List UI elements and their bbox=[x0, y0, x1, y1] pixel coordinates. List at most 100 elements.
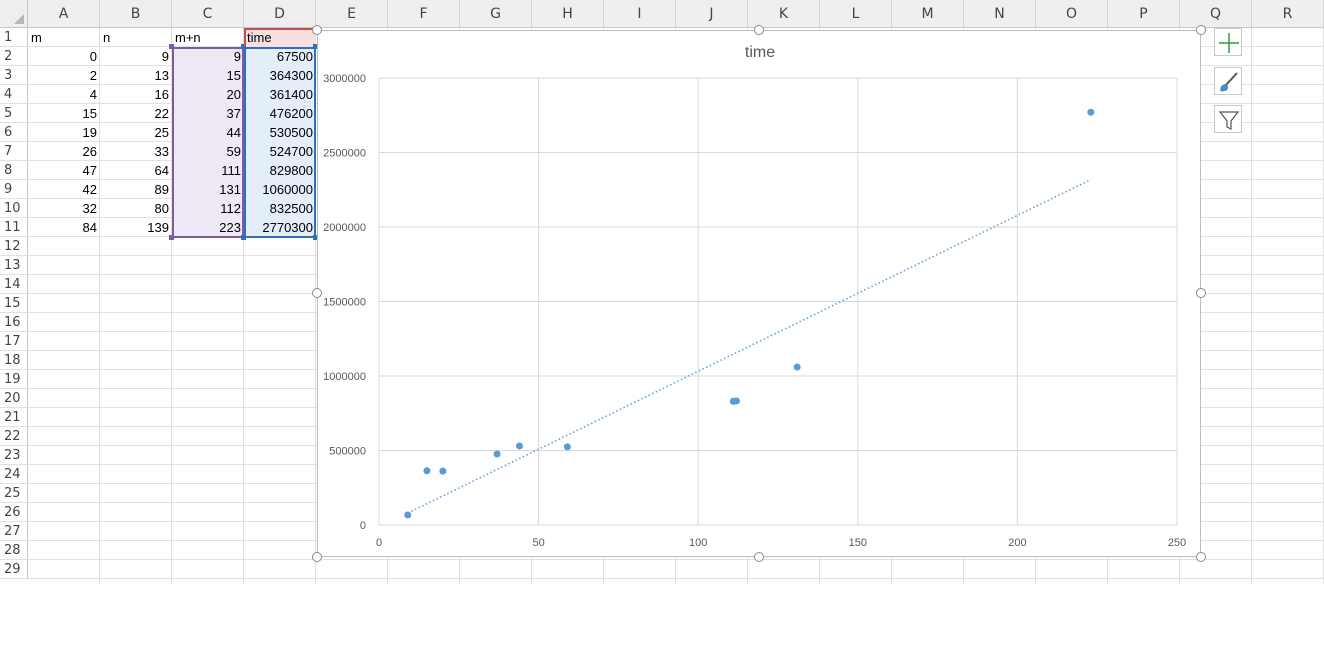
cell-a10[interactable]: 32 bbox=[82, 201, 97, 216]
column-header-p[interactable]: P bbox=[1108, 0, 1180, 28]
data-point[interactable] bbox=[404, 511, 412, 519]
row-header-21[interactable]: 21 bbox=[0, 408, 28, 427]
cell-c8[interactable]: 111 bbox=[172, 161, 244, 180]
cell-d6[interactable]: 530500 bbox=[244, 123, 316, 142]
cell-d3[interactable]: 364300 bbox=[244, 66, 316, 85]
cell-d4[interactable]: 361400 bbox=[244, 85, 316, 104]
cell-d7[interactable]: 524700 bbox=[244, 142, 316, 161]
column-header-e[interactable]: E bbox=[316, 0, 388, 28]
cell-c2[interactable]: 9 bbox=[172, 47, 244, 66]
column-header-f[interactable]: F bbox=[388, 0, 460, 28]
row-header-29[interactable]: 29 bbox=[0, 560, 28, 579]
column-header-d[interactable]: D bbox=[244, 0, 316, 28]
x-range-highlight-handle[interactable] bbox=[169, 235, 174, 240]
column-header-b[interactable]: B bbox=[100, 0, 172, 28]
column-header-m[interactable]: M bbox=[892, 0, 964, 28]
row-header-28[interactable]: 28 bbox=[0, 541, 28, 560]
row-header-4[interactable]: 4 bbox=[0, 85, 28, 104]
column-header-k[interactable]: K bbox=[748, 0, 820, 28]
cell-d5[interactable]: 476200 bbox=[244, 104, 316, 123]
cell-a5[interactable]: 15 bbox=[82, 106, 97, 121]
chart-elements-button[interactable] bbox=[1214, 28, 1242, 56]
data-point[interactable] bbox=[1087, 108, 1095, 116]
row-header-1[interactable]: 1 bbox=[0, 28, 28, 47]
column-header-l[interactable]: L bbox=[820, 0, 892, 28]
chart-styles-button[interactable] bbox=[1214, 67, 1242, 95]
cell-d9[interactable]: 1060000 bbox=[244, 180, 316, 199]
y-range-highlight-handle[interactable] bbox=[313, 44, 318, 49]
cell-c9[interactable]: 131 bbox=[172, 180, 244, 199]
column-header-j[interactable]: J bbox=[676, 0, 748, 28]
select-all-corner[interactable] bbox=[0, 0, 28, 28]
cell-c10[interactable]: 112 bbox=[172, 199, 244, 218]
data-point[interactable] bbox=[439, 467, 447, 475]
data-point[interactable] bbox=[793, 363, 801, 371]
cell-c3[interactable]: 15 bbox=[172, 66, 244, 85]
row-header-13[interactable]: 13 bbox=[0, 256, 28, 275]
x-range-highlight-handle[interactable] bbox=[169, 44, 174, 49]
row-header-8[interactable]: 8 bbox=[0, 161, 28, 180]
column-header-o[interactable]: O bbox=[1036, 0, 1108, 28]
row-header-6[interactable]: 6 bbox=[0, 123, 28, 142]
column-header-i[interactable]: I bbox=[604, 0, 676, 28]
row-header-25[interactable]: 25 bbox=[0, 484, 28, 503]
row-header-26[interactable]: 26 bbox=[0, 503, 28, 522]
row-header-5[interactable]: 5 bbox=[0, 104, 28, 123]
chart-resize-handle[interactable] bbox=[312, 288, 322, 298]
chart-resize-handle[interactable] bbox=[754, 25, 764, 35]
column-header-c[interactable]: C bbox=[172, 0, 244, 28]
cell-b11[interactable]: 139 bbox=[147, 220, 169, 235]
cell-b5[interactable]: 22 bbox=[154, 106, 169, 121]
column-header-g[interactable]: G bbox=[460, 0, 532, 28]
row-header-27[interactable]: 27 bbox=[0, 522, 28, 541]
row-header-22[interactable]: 22 bbox=[0, 427, 28, 446]
cell-a7[interactable]: 26 bbox=[82, 144, 97, 159]
cell-b10[interactable]: 80 bbox=[154, 201, 169, 216]
cell-b3[interactable]: 13 bbox=[154, 68, 169, 83]
data-point[interactable] bbox=[493, 450, 501, 458]
row-header-12[interactable]: 12 bbox=[0, 237, 28, 256]
column-header-r[interactable]: R bbox=[1252, 0, 1324, 28]
row-header-14[interactable]: 14 bbox=[0, 275, 28, 294]
scatter-chart[interactable]: time 0 50 100 150 200 250 0 500000 1000000 1500000… bbox=[317, 30, 1201, 557]
row-header-19[interactable]: 19 bbox=[0, 370, 28, 389]
chart-title[interactable]: time bbox=[745, 44, 775, 61]
cell-a8[interactable]: 47 bbox=[82, 163, 97, 178]
chart-resize-handle[interactable] bbox=[1196, 288, 1206, 298]
row-header-16[interactable]: 16 bbox=[0, 313, 28, 332]
column-header-h[interactable]: H bbox=[532, 0, 604, 28]
data-point[interactable] bbox=[733, 397, 741, 405]
row-header-7[interactable]: 7 bbox=[0, 142, 28, 161]
cell-b4[interactable]: 16 bbox=[154, 87, 169, 102]
row-header-15[interactable]: 15 bbox=[0, 294, 28, 313]
header-cell-d[interactable]: time bbox=[244, 28, 316, 47]
y-range-highlight-handle[interactable] bbox=[241, 235, 246, 240]
y-range-highlight-handle[interactable] bbox=[313, 235, 318, 240]
row-header-3[interactable]: 3 bbox=[0, 66, 28, 85]
cell-b6[interactable]: 25 bbox=[154, 125, 169, 140]
cell-d8[interactable]: 829800 bbox=[244, 161, 316, 180]
chart-resize-handle[interactable] bbox=[312, 552, 322, 562]
header-cell-c[interactable]: m+n bbox=[175, 30, 201, 45]
cell-b9[interactable]: 89 bbox=[154, 182, 169, 197]
cell-a9[interactable]: 42 bbox=[82, 182, 97, 197]
cell-c6[interactable]: 44 bbox=[172, 123, 244, 142]
row-header-10[interactable]: 10 bbox=[0, 199, 28, 218]
chart-filters-button[interactable] bbox=[1214, 105, 1242, 133]
cell-a4[interactable]: 4 bbox=[89, 87, 97, 102]
cell-a6[interactable]: 19 bbox=[82, 125, 97, 140]
cell-b2[interactable]: 9 bbox=[161, 49, 169, 64]
chart-resize-handle[interactable] bbox=[1196, 552, 1206, 562]
cell-c5[interactable]: 37 bbox=[172, 104, 244, 123]
data-point[interactable] bbox=[423, 467, 431, 475]
column-header-n[interactable]: N bbox=[964, 0, 1036, 28]
cell-d10[interactable]: 832500 bbox=[244, 199, 316, 218]
row-header-23[interactable]: 23 bbox=[0, 446, 28, 465]
column-header-q[interactable]: Q bbox=[1180, 0, 1252, 28]
chart-resize-handle[interactable] bbox=[312, 25, 322, 35]
row-header-11[interactable]: 11 bbox=[0, 218, 28, 237]
y-range-highlight-handle[interactable] bbox=[241, 44, 246, 49]
cell-a3[interactable]: 2 bbox=[89, 68, 97, 83]
column-header-a[interactable]: A bbox=[28, 0, 100, 28]
cell-c4[interactable]: 20 bbox=[172, 85, 244, 104]
